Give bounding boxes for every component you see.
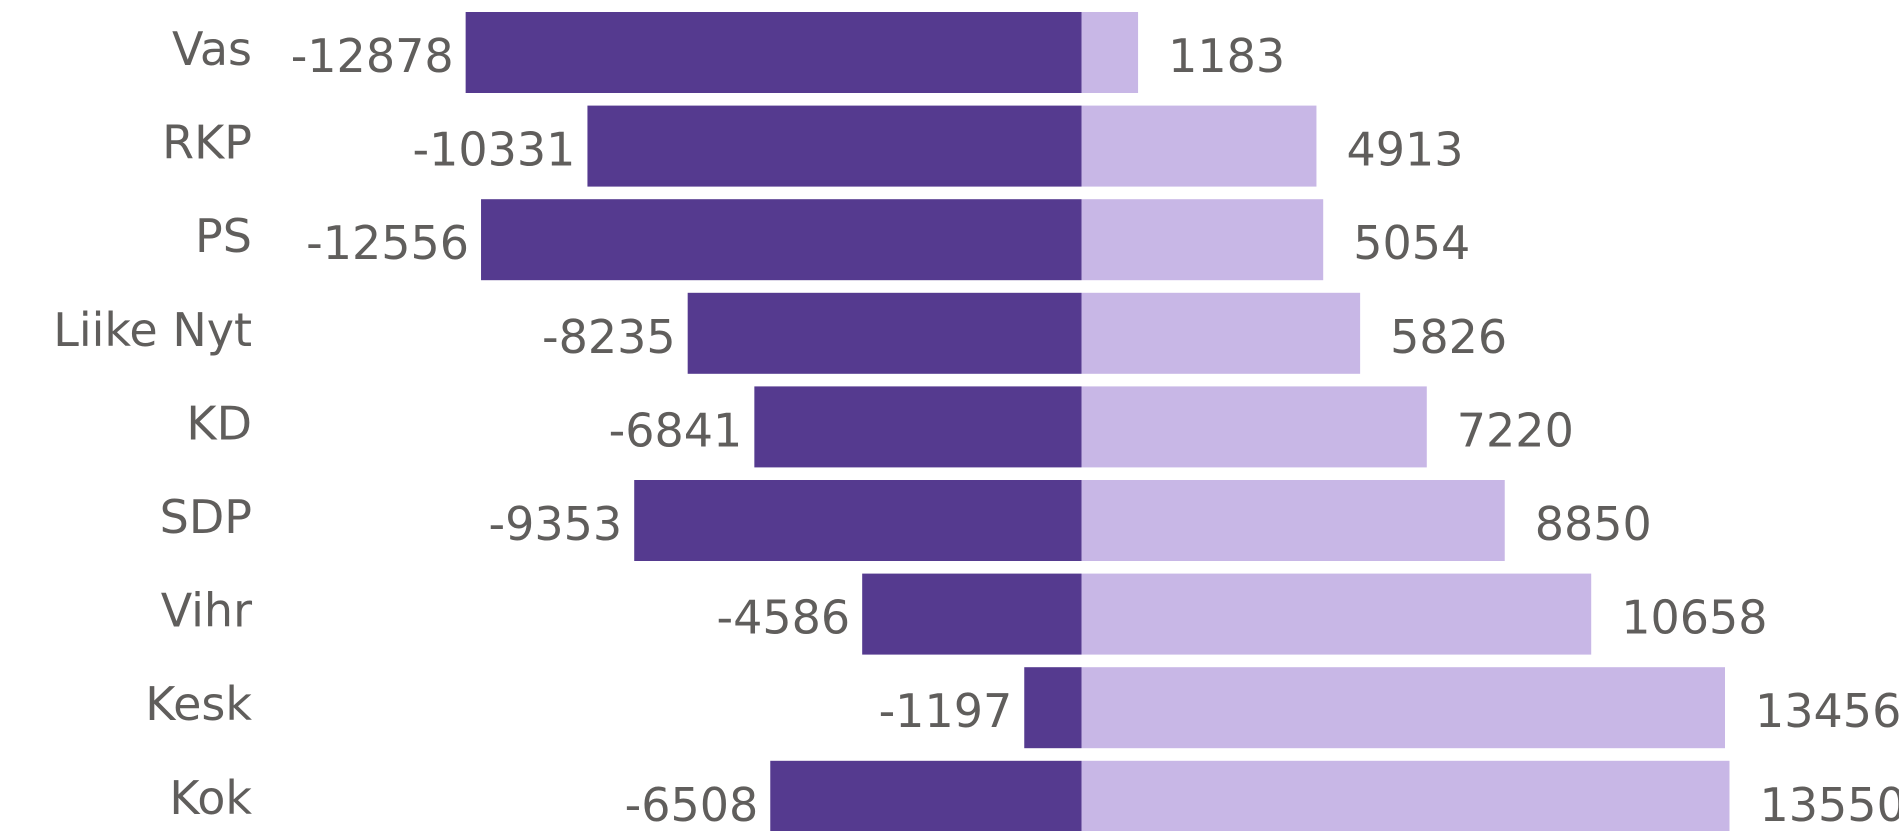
value-label: -6508 [625, 778, 759, 831]
category-label: KD [186, 396, 252, 450]
category-label: PS [195, 209, 252, 263]
bar [1081, 760, 1730, 831]
bar [687, 292, 1082, 374]
value-label: -8235 [542, 310, 676, 364]
category-label: SDP [160, 490, 252, 544]
bar [770, 760, 1082, 831]
category-label: Kesk [145, 677, 252, 731]
bar [862, 573, 1082, 655]
bar [1081, 199, 1324, 281]
value-label: 13550 [1760, 778, 1899, 831]
value-label: -6841 [609, 403, 743, 457]
category-label: Vihr [161, 584, 252, 638]
value-label: -12556 [306, 216, 469, 270]
value-label: 4913 [1346, 123, 1463, 177]
bar [1081, 480, 1505, 561]
value-label: -4586 [717, 591, 851, 645]
bar [1081, 105, 1317, 187]
bar [465, 12, 1082, 93]
bar [754, 386, 1082, 468]
value-label: 5054 [1353, 216, 1470, 270]
bar [634, 480, 1082, 561]
value-label: 1183 [1168, 29, 1285, 83]
value-label: -12878 [291, 29, 454, 83]
value-label: 10658 [1621, 591, 1767, 645]
bar [587, 105, 1082, 187]
category-label: Kok [169, 771, 252, 825]
value-label: 13456 [1755, 684, 1899, 738]
bar [1024, 667, 1082, 749]
category-label: Liike Nyt [53, 303, 252, 357]
value-label: -1197 [879, 684, 1013, 738]
value-label: -10331 [413, 123, 576, 177]
category-label: RKP [162, 116, 252, 170]
bar [1081, 667, 1726, 749]
category-label: Vas [172, 22, 252, 76]
value-label: 7220 [1457, 403, 1574, 457]
value-label: 5826 [1390, 310, 1507, 364]
value-label: 8850 [1535, 497, 1652, 551]
bar [1081, 12, 1139, 93]
bar [1081, 386, 1427, 468]
bar [1081, 292, 1361, 374]
value-label: -9353 [489, 497, 623, 551]
bar [1081, 573, 1592, 655]
bar [481, 199, 1082, 281]
